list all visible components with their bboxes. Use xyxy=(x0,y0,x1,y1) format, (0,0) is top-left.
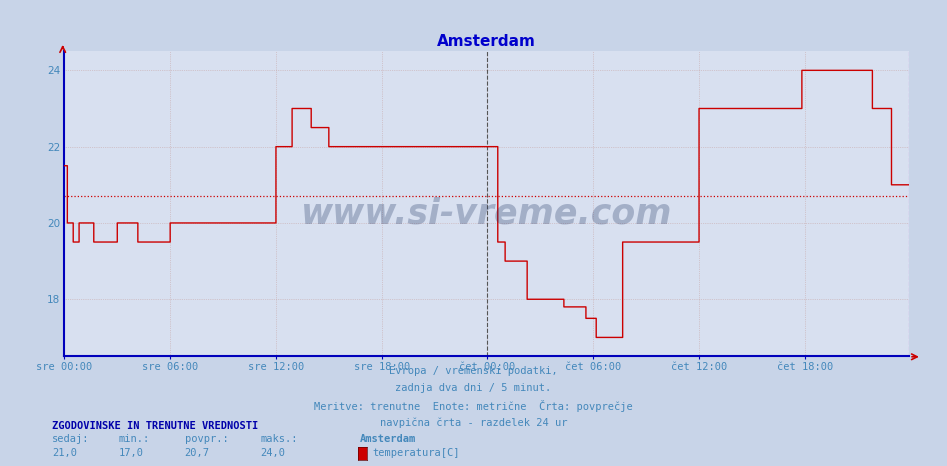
Text: Evropa / vremenski podatki,: Evropa / vremenski podatki, xyxy=(389,366,558,376)
Text: zadnja dva dni / 5 minut.: zadnja dva dni / 5 minut. xyxy=(396,383,551,393)
Text: 20,7: 20,7 xyxy=(185,448,209,458)
Title: Amsterdam: Amsterdam xyxy=(438,34,536,49)
Text: povpr.:: povpr.: xyxy=(185,434,228,444)
Text: sedaj:: sedaj: xyxy=(52,434,90,444)
Text: maks.:: maks.: xyxy=(260,434,298,444)
Text: navpična črta - razdelek 24 ur: navpična črta - razdelek 24 ur xyxy=(380,418,567,428)
Text: min.:: min.: xyxy=(118,434,150,444)
Text: temperatura[C]: temperatura[C] xyxy=(372,448,459,458)
Text: www.si-vreme.com: www.si-vreme.com xyxy=(301,196,672,230)
Text: Meritve: trenutne  Enote: metrične  Črta: povprečje: Meritve: trenutne Enote: metrične Črta: … xyxy=(314,400,633,412)
Text: Amsterdam: Amsterdam xyxy=(360,434,416,444)
Text: 21,0: 21,0 xyxy=(52,448,77,458)
Text: ZGODOVINSKE IN TRENUTNE VREDNOSTI: ZGODOVINSKE IN TRENUTNE VREDNOSTI xyxy=(52,421,259,431)
Text: 17,0: 17,0 xyxy=(118,448,143,458)
Text: 24,0: 24,0 xyxy=(260,448,285,458)
